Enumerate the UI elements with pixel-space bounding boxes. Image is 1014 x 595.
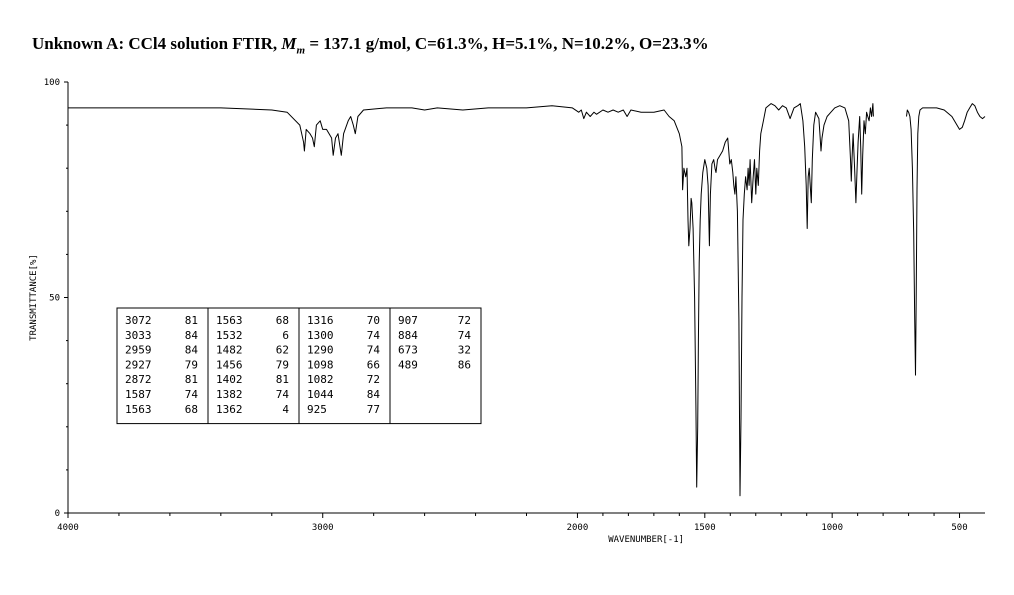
peak-transmittance: 74 <box>367 344 381 357</box>
y-tick-label: 0 <box>55 509 60 519</box>
y-axis: 0 50 100 <box>44 78 68 519</box>
x-tick-label: 4000 <box>57 523 79 533</box>
x-tick-label: 1500 <box>694 523 716 533</box>
peak-wavenumber: 1563 <box>216 314 243 327</box>
x-axis-label: WAVENUMBER[-1] <box>608 535 684 545</box>
peak-wavenumber: 673 <box>398 344 418 357</box>
peak-wavenumber: 1456 <box>216 358 243 371</box>
peak-transmittance: 81 <box>276 373 289 386</box>
title-text-part1: Unknown A: CCl4 solution FTIR, <box>32 34 282 53</box>
x-tick-label: 500 <box>951 523 967 533</box>
peak-transmittance: 68 <box>185 403 198 416</box>
peak-wavenumber: 1402 <box>216 373 243 386</box>
peak-wavenumber: 1563 <box>125 403 152 416</box>
peak-wavenumber: 1362 <box>216 403 243 416</box>
peak-wavenumber: 3072 <box>125 314 152 327</box>
peak-transmittance: 72 <box>367 373 380 386</box>
peak-transmittance: 81 <box>185 314 198 327</box>
peak-transmittance: 4 <box>282 403 289 416</box>
peak-transmittance: 74 <box>367 329 381 342</box>
peak-transmittance: 32 <box>458 344 471 357</box>
peak-wavenumber: 1587 <box>125 388 152 401</box>
peak-wavenumber: 1482 <box>216 344 243 357</box>
peak-transmittance: 77 <box>367 403 380 416</box>
peak-transmittance: 74 <box>458 329 472 342</box>
peak-transmittance: 79 <box>185 358 198 371</box>
peak-table: 3072 81 3033 84 2959 84 2927 79 2872 81 1587 74 1563… <box>116 307 482 425</box>
peak-wavenumber: 1290 <box>307 344 334 357</box>
peak-transmittance: 86 <box>458 358 471 371</box>
plot-frame <box>67 82 985 514</box>
peak-wavenumber: 1098 <box>307 358 334 371</box>
peak-transmittance: 74 <box>276 388 290 401</box>
peak-wavenumber: 3033 <box>125 329 152 342</box>
peak-transmittance: 84 <box>367 388 381 401</box>
y-tick-label: 100 <box>44 78 60 88</box>
x-axis: 4000 3000 2000 1500 1000 500 <box>57 513 968 533</box>
peak-transmittance: 66 <box>367 358 380 371</box>
spectrum-series-line <box>68 103 874 497</box>
y-tick-label: 50 <box>49 294 60 304</box>
peak-wavenumber: 1316 <box>307 314 334 327</box>
peak-wavenumber: 489 <box>398 358 418 371</box>
peak-transmittance: 68 <box>276 314 289 327</box>
series-group <box>68 103 986 497</box>
peak-wavenumber: 2927 <box>125 358 152 371</box>
peak-wavenumber: 1082 <box>307 373 334 386</box>
peak-transmittance: 84 <box>185 329 199 342</box>
peak-transmittance: 6 <box>282 329 289 342</box>
peak-wavenumber: 1532 <box>216 329 243 342</box>
peak-transmittance: 70 <box>367 314 380 327</box>
peak-transmittance: 84 <box>185 344 199 357</box>
chart-title: Unknown A: CCl4 solution FTIR, Mm = 137.… <box>32 34 709 56</box>
title-molar-mass-symbol: Mm <box>281 34 306 57</box>
title-subscript: m <box>296 44 306 57</box>
x-tick-label: 3000 <box>312 523 334 533</box>
x-tick-label: 2000 <box>567 523 589 533</box>
peak-transmittance: 81 <box>185 373 198 386</box>
title-text-part2: = 137.1 g/mol, C=61.3%, H=5.1%, N=10.2%,… <box>305 34 709 53</box>
peak-transmittance: 72 <box>458 314 471 327</box>
y-axis-label: TRANSMITTANCE[%] <box>29 254 39 341</box>
peak-wavenumber: 1300 <box>307 329 334 342</box>
spectrum-series-line <box>906 103 986 376</box>
peak-transmittance: 74 <box>185 388 199 401</box>
peak-transmittance: 79 <box>276 358 289 371</box>
peak-wavenumber: 2959 <box>125 344 152 357</box>
peak-wavenumber: 884 <box>398 329 418 342</box>
peak-wavenumber: 1382 <box>216 388 243 401</box>
peak-transmittance: 62 <box>276 344 289 357</box>
x-tick-label: 1000 <box>821 523 843 533</box>
peak-wavenumber: 1044 <box>307 388 334 401</box>
peak-wavenumber: 925 <box>307 403 327 416</box>
peak-wavenumber: 907 <box>398 314 418 327</box>
peak-wavenumber: 2872 <box>125 373 152 386</box>
